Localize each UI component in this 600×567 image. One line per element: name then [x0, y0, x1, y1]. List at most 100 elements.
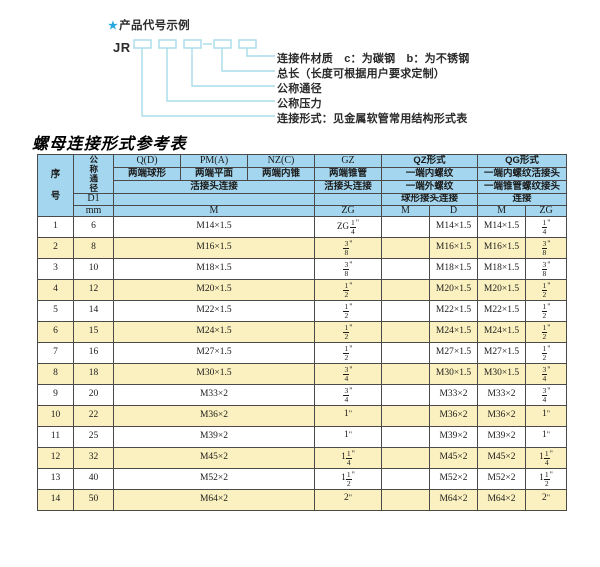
cell-thread-m: M45×2	[113, 447, 315, 469]
cell-qg-m: M64×2	[477, 489, 527, 511]
code-label-nominal-pressure: 公称压力	[277, 98, 322, 110]
table-header: 序号 公称通径 Q(D) PM(A) NZ(C) GZ QZ形式 QG形式 两端…	[37, 153, 568, 217]
nut-connection-reference-table: 序号 公称通径 Q(D) PM(A) NZ(C) GZ QZ形式 QG形式 两端…	[37, 153, 568, 511]
table-row: 8 18 M30×1.5 3 4 " M30×1.5 M30×1.5 3 4 "	[37, 363, 568, 385]
table-row: 9 20 M33×2 3 4 " M33×2 M33×2 3 4 "	[37, 384, 568, 406]
gz-inch-mark: "	[349, 281, 353, 290]
cell-seq: 7	[37, 342, 74, 364]
cell-qz-d: M30×1.5	[428, 363, 479, 385]
cell-qz-m	[381, 468, 430, 490]
header-unit-mm: mm	[73, 204, 114, 217]
header-row-d1: D1 球形接头连接 连接	[38, 193, 568, 206]
cell-qg-zg: 1 2 "	[525, 300, 568, 322]
cell-seq: 1	[37, 216, 74, 238]
gz-inch-mark: "	[349, 344, 353, 353]
header-desc-nz: 两端内锥	[247, 167, 315, 182]
cell-gz: 1 1 2 "	[314, 468, 382, 490]
cell-seq: 6	[37, 321, 74, 343]
cell-nominal-diameter: 50	[73, 489, 114, 511]
table-row: 5 14 M22×1.5 1 2 " M22×1.5 M22×1.5 1 2 "	[37, 300, 568, 322]
cell-gz: 3 8 "	[314, 237, 382, 259]
cell-qg-zg: 1"	[525, 405, 568, 427]
table-row: 2 8 M16×1.5 3 8 " M16×1.5 M16×1.5 3 8 "	[37, 237, 568, 259]
cell-seq: 14	[37, 489, 74, 511]
qgzg-inch-mark: "	[547, 344, 551, 353]
cell-seq: 5	[37, 300, 74, 322]
cell-thread-m: M64×2	[113, 489, 315, 511]
header-d1: D1	[73, 193, 114, 206]
cell-qz-m	[381, 384, 430, 406]
gz-inch-mark: "	[348, 430, 352, 440]
header-group-qg: QG形式	[477, 153, 568, 169]
cell-qz-m	[381, 258, 430, 280]
table-row: 14 50 M64×2 2" M64×2 M64×2 2"	[37, 489, 568, 511]
gz-whole: 1	[343, 409, 349, 420]
cell-thread-m: M36×2	[113, 405, 315, 427]
cell-gz: 1 1 4 "	[314, 447, 382, 469]
cell-qg-m: M16×1.5	[477, 237, 527, 259]
cell-nominal-diameter: 10	[73, 258, 114, 280]
cell-gz: 3 4 "	[314, 384, 382, 406]
cell-gz: 3 4 "	[314, 363, 382, 385]
star-icon: ★	[108, 20, 119, 32]
cell-gz: 1 2 "	[314, 300, 382, 322]
gz-whole: 1	[341, 452, 346, 463]
cell-qg-zg: 1 2 "	[525, 321, 568, 343]
gz-inch-mark: "	[349, 365, 353, 374]
cell-nominal-diameter: 32	[73, 447, 114, 469]
cell-qg-m: M24×1.5	[477, 321, 527, 343]
cell-nominal-diameter: 6	[73, 216, 114, 238]
cell-qg-zg: 1 2 "	[525, 342, 568, 364]
cell-qg-zg: 3 4 "	[525, 384, 568, 406]
cell-thread-m: M39×2	[113, 426, 315, 448]
cell-qg-m: M33×2	[477, 384, 527, 406]
cell-nominal-diameter: 12	[73, 279, 114, 301]
cell-nominal-diameter: 8	[73, 237, 114, 259]
table-row: 1 6 M14×1.5 ZG 1 4 " M14×1.5 M14×1.5 1 4 "	[37, 216, 568, 238]
gz-inch-mark: "	[349, 302, 353, 311]
header-row-desc: 两端球形 两端平面 两端内锥 两端锥管 一端内螺纹 一端内螺纹活接头	[38, 167, 568, 182]
gz-whole: 2	[343, 493, 349, 504]
header-seq: 序号	[37, 154, 74, 217]
header-group-qz: QZ形式	[380, 153, 479, 169]
gz-inch-mark: "	[349, 323, 353, 332]
header-conn-qg: 一端锥管螺纹接头	[477, 180, 568, 194]
cell-thread-m: M24×1.5	[113, 321, 315, 343]
cell-qz-d: M64×2	[428, 489, 479, 511]
cell-qg-m: M39×2	[477, 426, 527, 448]
cell-qz-d: M18×1.5	[428, 258, 479, 280]
cell-qg-m: M22×1.5	[477, 300, 527, 322]
cell-thread-m: M33×2	[113, 384, 315, 406]
header-nominal-diameter-label: 公称通径	[88, 155, 99, 193]
cell-qg-zg: 2"	[525, 489, 568, 511]
cell-gz: ZG 1 4 "	[314, 216, 382, 238]
table-row: 6 15 M24×1.5 1 2 " M24×1.5 M24×1.5 1 2 "	[37, 321, 568, 343]
qgzg-inch-mark: "	[547, 365, 551, 374]
header-unit-d-qz: D	[428, 204, 479, 217]
cell-nominal-diameter: 14	[73, 300, 114, 322]
cell-qz-d: M20×1.5	[428, 279, 479, 301]
qgzg-whole: 1	[539, 452, 544, 463]
cell-qg-m: M18×1.5	[477, 258, 527, 280]
cell-qz-d: M52×2	[428, 468, 479, 490]
cell-thread-m: M22×1.5	[113, 300, 315, 322]
cell-qz-d: M22×1.5	[428, 300, 479, 322]
code-label-connection-type: 连接形式：见金属软管常用结构形式表	[277, 113, 468, 125]
cell-seq: 4	[37, 279, 74, 301]
qgzg-inch-mark: "	[547, 218, 551, 227]
header-row-units: mm M ZG M D M ZG	[38, 204, 568, 217]
cell-qz-m	[381, 363, 430, 385]
cell-seq: 9	[37, 384, 74, 406]
diagram-heading-text: 产品代号示例	[119, 20, 190, 32]
